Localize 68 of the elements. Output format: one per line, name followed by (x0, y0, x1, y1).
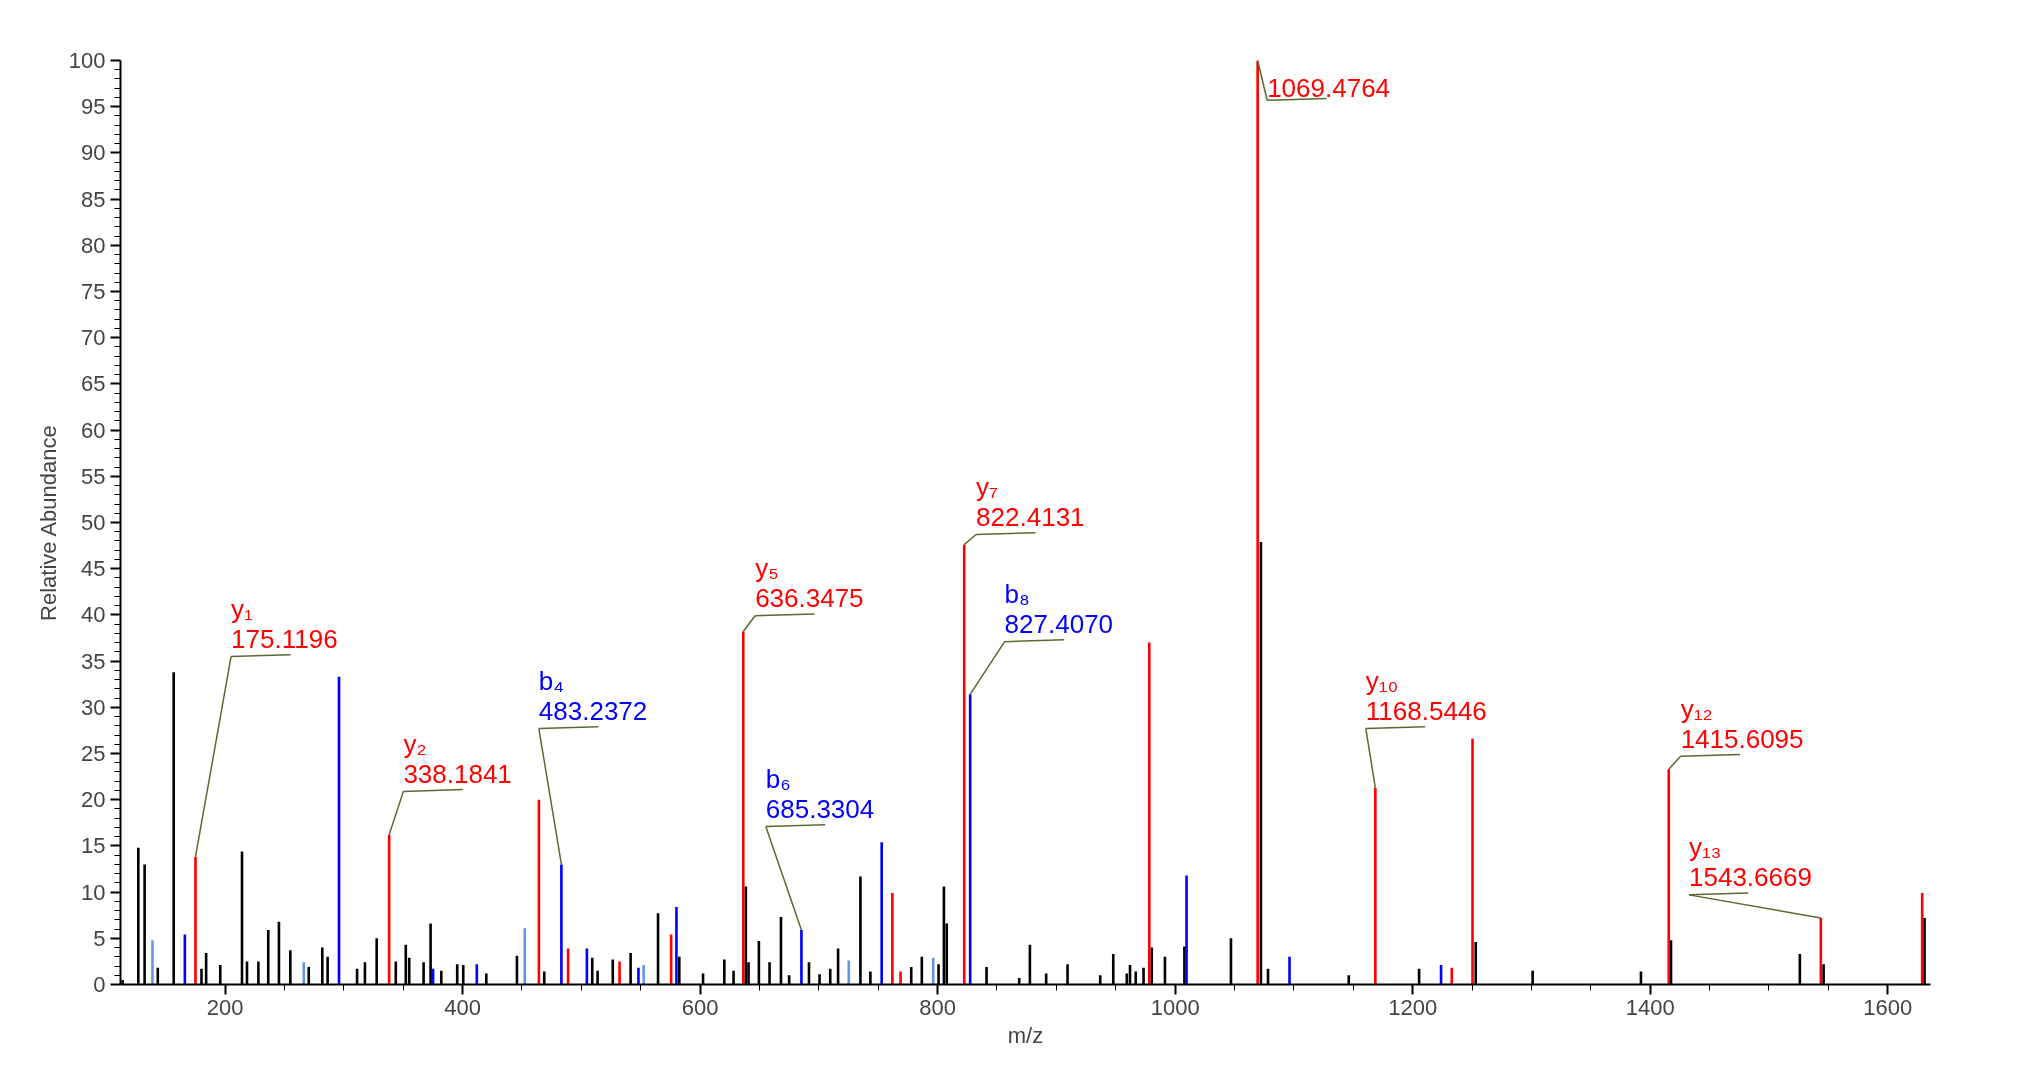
bar (1471, 738, 1474, 985)
y-tick-label: 40 (81, 602, 106, 628)
y-tick-label: 50 (81, 510, 106, 535)
bar (880, 842, 883, 985)
annotation: y₇ 822.4131 (976, 471, 1085, 532)
x-tick-label: 600 (681, 994, 719, 1020)
x-tick-label: 1400 (1625, 994, 1675, 1020)
bar (847, 960, 851, 985)
bar (302, 962, 306, 985)
x-tick-label: 1600 (1863, 994, 1913, 1020)
y-tick-label: 35 (81, 648, 106, 674)
x-tick-label: 1000 (1150, 994, 1200, 1020)
y-tick-label: 55 (81, 463, 106, 489)
annotation: y₁₀ 1168.5446 (1365, 665, 1487, 726)
y-tick-label: 20 (81, 787, 106, 813)
bar (1147, 642, 1151, 985)
x-tick-label: 800 (919, 994, 956, 1020)
annotation: y₁₂ 1415.6095 (1680, 693, 1804, 754)
y-tick-label: 30 (81, 694, 106, 720)
y-tick-label: 80 (81, 232, 106, 258)
y-tick-label: 65 (81, 371, 106, 397)
bar (642, 965, 645, 985)
y-tick-label: 70 (81, 325, 106, 351)
annotation: y₂ 338.1841 (403, 728, 512, 789)
annotation: b₈ 827.4070 (1004, 578, 1114, 639)
x-tick-label: 1200 (1388, 994, 1438, 1020)
bar (475, 964, 479, 985)
annotation: y₁ 175.1196 (231, 593, 338, 654)
bar (891, 893, 894, 985)
bar (618, 961, 621, 985)
bar (962, 544, 966, 985)
bar (1450, 967, 1454, 985)
y-tick-label: 25 (81, 741, 106, 766)
y-tick-label: 85 (81, 186, 106, 212)
bar (1667, 769, 1671, 985)
bar (1185, 875, 1188, 985)
y-tick-label: 95 (81, 94, 106, 120)
bar (1374, 787, 1377, 985)
bar (523, 928, 527, 985)
bar (675, 906, 678, 985)
y-tick-label: 0 (93, 972, 106, 997)
annotation: y₁₃ 1543.6669 (1689, 832, 1812, 893)
y-tick-label: 45 (81, 556, 106, 582)
x-tick-label: 400 (444, 994, 481, 1020)
y-tick-label: 75 (81, 279, 106, 304)
y-tick-label: 15 (81, 833, 106, 859)
y-axis-title: Relative Abundance (35, 425, 61, 621)
bar (637, 967, 640, 985)
y-tick-label: 60 (81, 417, 106, 443)
bar (560, 864, 563, 985)
annotation: 1069.4764 (1267, 73, 1391, 104)
x-tick-label: 200 (206, 994, 244, 1020)
y-tick-label: 5 (93, 925, 106, 951)
bar (899, 971, 902, 985)
annotation: y₅ 636.3475 (755, 553, 864, 614)
bar (800, 929, 803, 985)
bar (931, 957, 935, 985)
annotation: b₆ 685.3304 (765, 763, 875, 824)
y-tick-label: 100 (68, 48, 106, 73)
y-tick-label: 10 (81, 879, 106, 905)
bar (741, 631, 745, 985)
bar (1288, 956, 1291, 985)
x-axis-title: m/z (1007, 1022, 1044, 1048)
y-tick-label: 90 (81, 140, 106, 166)
bar (151, 940, 154, 985)
bar (1256, 60, 1259, 985)
bar (194, 856, 197, 985)
annotation: b₄ 483.2372 (538, 665, 648, 726)
